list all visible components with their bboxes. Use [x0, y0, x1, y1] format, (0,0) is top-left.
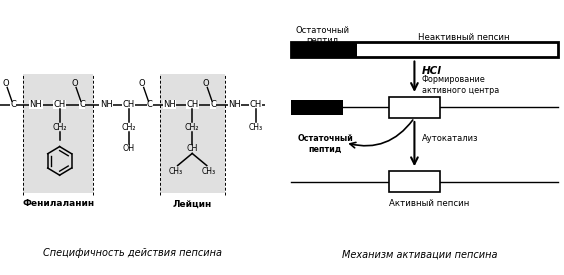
- Text: Остаточный
пептид: Остаточный пептид: [297, 134, 353, 154]
- Text: CH: CH: [187, 144, 198, 153]
- Text: O: O: [139, 79, 146, 88]
- Text: CH₂: CH₂: [185, 123, 200, 131]
- Text: Фенилаланин: Фенилаланин: [22, 199, 94, 208]
- Text: CH₃: CH₃: [169, 167, 183, 175]
- Bar: [389, 171, 440, 192]
- Text: C: C: [147, 100, 153, 109]
- Text: HCl: HCl: [422, 66, 442, 76]
- Text: NH: NH: [163, 100, 176, 109]
- Text: CH: CH: [54, 100, 66, 109]
- Text: NH: NH: [29, 100, 42, 109]
- Text: Аутокатализ: Аутокатализ: [422, 134, 478, 143]
- Bar: [291, 42, 558, 57]
- Text: C: C: [10, 100, 16, 109]
- Text: NH: NH: [100, 100, 112, 109]
- Text: Механизм активации пепсина: Механизм активации пепсина: [342, 250, 498, 260]
- Text: Формирование
активного центра: Формирование активного центра: [422, 75, 499, 95]
- Text: O: O: [2, 79, 9, 88]
- Text: Специфичность действия пепсина: Специфичность действия пепсина: [43, 249, 222, 258]
- Text: CH₃: CH₃: [249, 123, 263, 131]
- Text: CH₂: CH₂: [52, 123, 67, 131]
- Text: C: C: [210, 100, 217, 109]
- Text: Остаточный
пептид: Остаточный пептид: [296, 26, 349, 45]
- Text: CH₃: CH₃: [201, 167, 215, 175]
- Bar: [291, 100, 342, 115]
- Text: CH: CH: [122, 100, 135, 109]
- Text: NH: NH: [228, 100, 241, 109]
- Text: C: C: [79, 100, 85, 109]
- Text: Лейцин: Лейцин: [173, 199, 212, 208]
- Text: Неактивный пепсин: Неактивный пепсин: [417, 33, 509, 42]
- Text: OH: OH: [122, 144, 135, 153]
- Bar: [23, 74, 93, 192]
- Text: O: O: [71, 79, 78, 88]
- Bar: [160, 74, 224, 192]
- Text: CH: CH: [250, 100, 262, 109]
- Text: CH₂: CH₂: [121, 123, 136, 131]
- Bar: [389, 97, 440, 118]
- Text: O: O: [202, 79, 209, 88]
- Text: Активный пепсин: Активный пепсин: [389, 199, 469, 208]
- Text: CH: CH: [186, 100, 199, 109]
- Bar: [291, 42, 357, 57]
